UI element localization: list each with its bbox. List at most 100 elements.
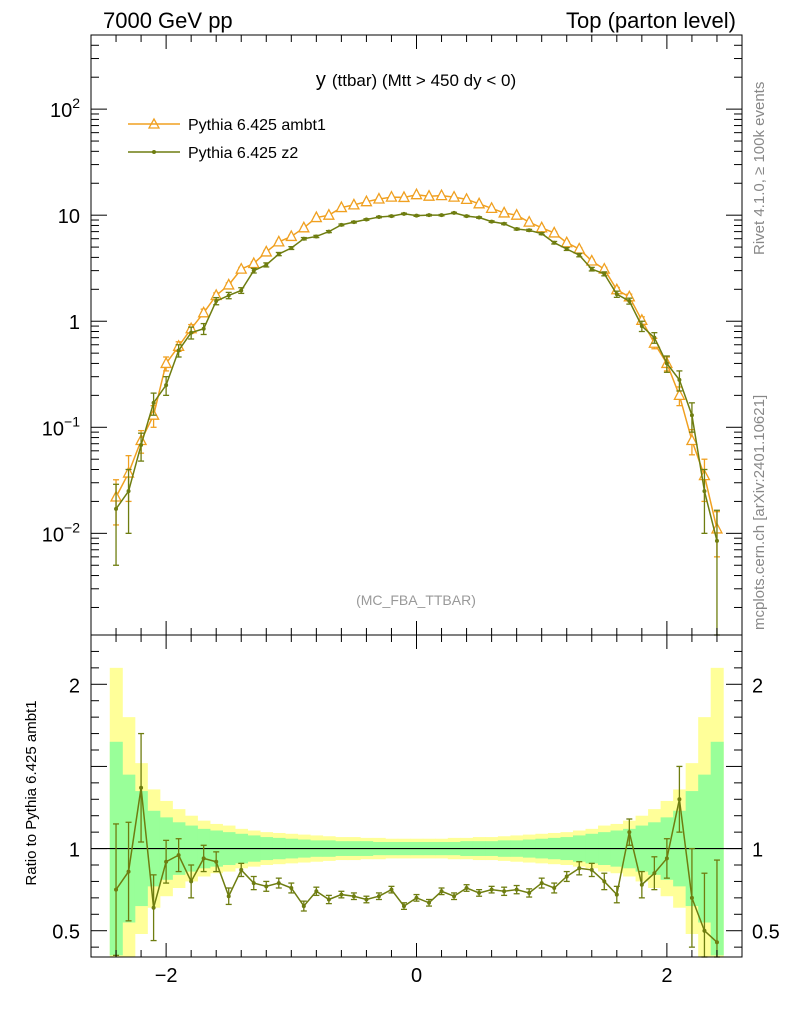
ratio-point bbox=[414, 895, 419, 900]
point-z2 bbox=[214, 299, 219, 304]
point-z2 bbox=[314, 234, 319, 239]
point-z2 bbox=[702, 489, 707, 494]
ratio-point bbox=[427, 900, 432, 905]
point-ambt1 bbox=[260, 245, 273, 257]
point-z2 bbox=[189, 330, 194, 335]
ratio-point bbox=[702, 928, 707, 933]
point-ambt1 bbox=[447, 190, 461, 202]
header-right: Top (parton level) bbox=[566, 8, 736, 33]
point-ambt1 bbox=[560, 235, 573, 248]
ratio-ytick-label-right: 2 bbox=[752, 675, 763, 697]
main-ytick-exp: 2 bbox=[72, 95, 80, 111]
point-z2 bbox=[164, 383, 169, 388]
ratio-point bbox=[176, 853, 181, 858]
ratio-point bbox=[214, 859, 219, 864]
ratio-point bbox=[351, 894, 356, 899]
point-ambt1 bbox=[272, 234, 285, 247]
point-ambt1 bbox=[573, 242, 586, 254]
ratio-point bbox=[439, 889, 444, 894]
ratio-point bbox=[639, 882, 644, 887]
point-z2 bbox=[677, 377, 682, 382]
ratio-point bbox=[714, 940, 719, 945]
legend-label-ambt1: Pythia 6.425 ambt1 bbox=[188, 117, 326, 134]
series-line-ambt1 bbox=[115, 193, 718, 530]
point-ambt1 bbox=[347, 198, 360, 210]
main-ytick-base: 10 bbox=[42, 524, 64, 546]
point-z2 bbox=[414, 213, 419, 218]
point-z2 bbox=[502, 221, 507, 226]
ratio-point bbox=[264, 884, 269, 889]
point-z2 bbox=[464, 214, 469, 219]
point-z2 bbox=[714, 538, 719, 543]
ratio-point bbox=[477, 890, 482, 895]
legend-label-z2: Pythia 6.425 z2 bbox=[188, 145, 298, 162]
point-ambt1 bbox=[673, 388, 686, 401]
point-ambt1 bbox=[285, 229, 298, 242]
point-z2 bbox=[489, 219, 494, 224]
ratio-point bbox=[539, 881, 544, 886]
main-ytick-base: 10 bbox=[50, 100, 72, 122]
point-z2 bbox=[664, 361, 669, 366]
ratio-point bbox=[677, 797, 682, 802]
ratio-point bbox=[514, 887, 519, 892]
main-ytick-exp: −1 bbox=[64, 413, 80, 429]
point-z2 bbox=[126, 489, 131, 494]
point-z2 bbox=[527, 228, 532, 233]
point-z2 bbox=[427, 213, 432, 218]
ratio-point bbox=[339, 892, 344, 897]
ratio-xtick-label: 0 bbox=[411, 965, 422, 987]
point-ambt1 bbox=[585, 254, 598, 266]
point-ambt1 bbox=[422, 189, 436, 201]
header-left: 7000 GeV pp bbox=[103, 8, 233, 33]
ratio-ytick-label-right: 1 bbox=[752, 840, 763, 862]
ratio-point bbox=[564, 874, 569, 879]
point-ambt1 bbox=[222, 278, 235, 290]
ratio-point bbox=[239, 867, 244, 872]
point-z2 bbox=[389, 214, 394, 219]
ratio-point bbox=[577, 866, 582, 871]
point-z2 bbox=[539, 231, 544, 236]
ratio-point bbox=[464, 886, 469, 890]
point-ambt1 bbox=[498, 206, 511, 218]
main-ytick-label: 10−1 bbox=[42, 413, 80, 440]
ratio-point bbox=[114, 887, 119, 892]
ratio-point bbox=[689, 895, 694, 900]
main-ytick-label: 102 bbox=[50, 95, 80, 122]
point-z2 bbox=[176, 348, 181, 353]
point-z2 bbox=[602, 271, 607, 276]
ratio-frame bbox=[90, 634, 743, 958]
main-title: y (ttbar) (Mtt > 450 dy < 0) bbox=[316, 69, 516, 91]
point-z2 bbox=[351, 220, 356, 225]
ratio-point bbox=[401, 904, 406, 909]
ratio-point bbox=[326, 897, 331, 902]
ratio-point bbox=[664, 856, 669, 861]
legend-marker-z2 bbox=[152, 150, 156, 154]
ratio-point bbox=[289, 886, 294, 890]
point-z2 bbox=[151, 400, 156, 405]
main-ytick-label: 10 bbox=[58, 206, 80, 228]
ratio-point bbox=[139, 785, 144, 790]
point-z2 bbox=[264, 262, 269, 267]
ratio-point bbox=[589, 867, 594, 872]
ratio-point bbox=[627, 830, 632, 835]
point-ambt1 bbox=[397, 190, 411, 203]
point-z2 bbox=[239, 288, 244, 293]
ratio-point bbox=[602, 879, 607, 884]
main-ytick-exp: −2 bbox=[64, 519, 80, 535]
point-z2 bbox=[376, 215, 381, 220]
point-ambt1 bbox=[360, 194, 373, 207]
point-z2 bbox=[689, 413, 694, 418]
ratio-point bbox=[126, 869, 131, 874]
point-z2 bbox=[339, 222, 344, 227]
point-z2 bbox=[477, 215, 482, 220]
main-ytick-base: 1 bbox=[69, 312, 80, 334]
point-ambt1 bbox=[235, 262, 248, 274]
point-z2 bbox=[514, 227, 519, 232]
point-z2 bbox=[201, 326, 206, 331]
main-title-rest: (ttbar) (Mtt > 450 dy < 0) bbox=[332, 71, 516, 90]
point-z2 bbox=[552, 240, 557, 245]
point-z2 bbox=[326, 229, 331, 234]
point-ambt1 bbox=[473, 196, 486, 209]
main-ytick-base: 10 bbox=[58, 206, 80, 228]
ratio-point bbox=[527, 890, 532, 895]
